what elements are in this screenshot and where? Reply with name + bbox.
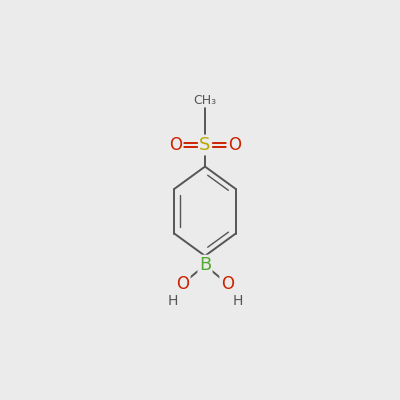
Text: H: H bbox=[168, 294, 178, 308]
Text: O: O bbox=[221, 275, 234, 293]
Text: B: B bbox=[199, 256, 211, 274]
Text: O: O bbox=[169, 136, 182, 154]
Text: H: H bbox=[232, 294, 242, 308]
Text: S: S bbox=[199, 136, 211, 154]
Text: O: O bbox=[228, 136, 241, 154]
Text: O: O bbox=[176, 275, 189, 293]
Text: CH₃: CH₃ bbox=[194, 94, 216, 106]
